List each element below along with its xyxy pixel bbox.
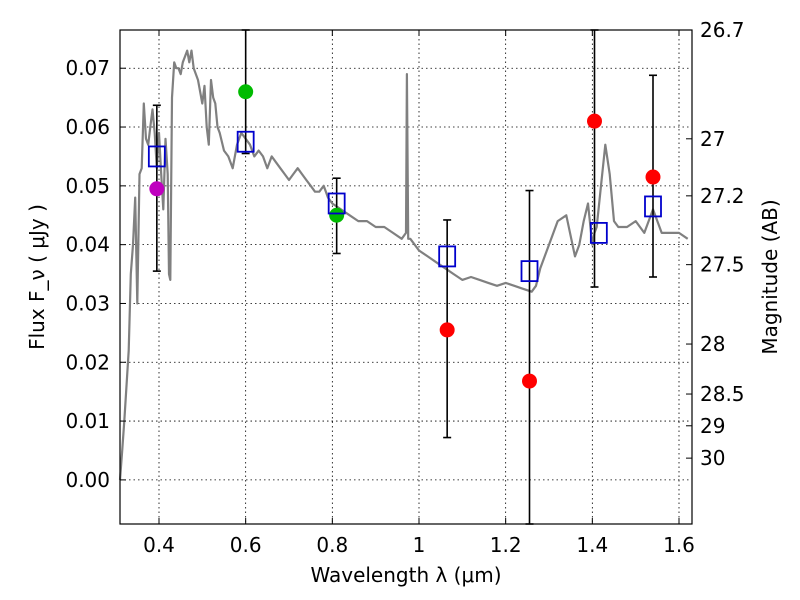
right-tick-label: 30 (700, 446, 725, 470)
plot-frame (119, 29, 693, 525)
model-spectrum-layer (118, 49, 689, 480)
x-tick-label: 1 (413, 533, 426, 557)
axes-layer: 0.4 0.6 0.8 1 1.2 1.4 1.6 0.00 0.01 0.02 0.03 0.04 0… (65, 18, 744, 557)
observed-point (645, 169, 661, 185)
x-tick-label: 0.8 (316, 533, 348, 557)
model-photometry-square (520, 260, 539, 283)
x-tick-label: 0.4 (143, 533, 175, 557)
model-photometry-square (589, 221, 608, 244)
model-photometry-square (327, 192, 346, 215)
right-tick-label: 27.2 (700, 184, 745, 208)
model-photometry-square (236, 130, 255, 153)
y-tick-label: 0.06 (65, 115, 110, 139)
x-tick-label: 0.6 (230, 533, 262, 557)
x-axis-label: Wavelength λ (μm) (310, 563, 501, 587)
x-tick-label: 1.6 (663, 533, 695, 557)
right-tick-label: 27.5 (700, 253, 745, 277)
model-spectrum-line (118, 49, 689, 480)
grid-lines (120, 30, 692, 524)
observed-point (439, 322, 455, 338)
right-tick-label: 28 (700, 332, 725, 356)
model-photometry-square (147, 145, 166, 168)
observed-point (149, 181, 165, 197)
y-tick-label: 0.05 (65, 174, 110, 198)
model-photometry-square (438, 245, 457, 268)
y-tick-label: 0.07 (65, 56, 110, 80)
y-tick-label: 0.03 (65, 291, 110, 315)
x-tick-label: 1.4 (576, 533, 608, 557)
y-axis-label: Flux F_ν ( μJy ) (25, 204, 49, 350)
observed-point (238, 84, 254, 100)
right-axis-label: Magnitude (AB) (758, 199, 782, 354)
model-photometry-square (644, 195, 662, 218)
observed-point (329, 207, 345, 223)
y-tick-label: 0.04 (65, 233, 110, 257)
observed-points-layer (149, 84, 661, 389)
x-tick-label: 1.2 (490, 533, 522, 557)
y-tick-label: 0.02 (65, 350, 110, 374)
observed-point (587, 113, 602, 129)
y-tick-label: 0.00 (65, 468, 110, 492)
observed-point (522, 373, 537, 389)
y-tick-label: 0.01 (65, 409, 110, 433)
right-tick-label: 26.7 (700, 18, 745, 42)
right-tick-label: 29 (700, 414, 725, 438)
right-tick-label: 27 (700, 127, 725, 151)
right-tick-label: 28.5 (700, 382, 745, 406)
model-photometry-layer (147, 130, 662, 283)
